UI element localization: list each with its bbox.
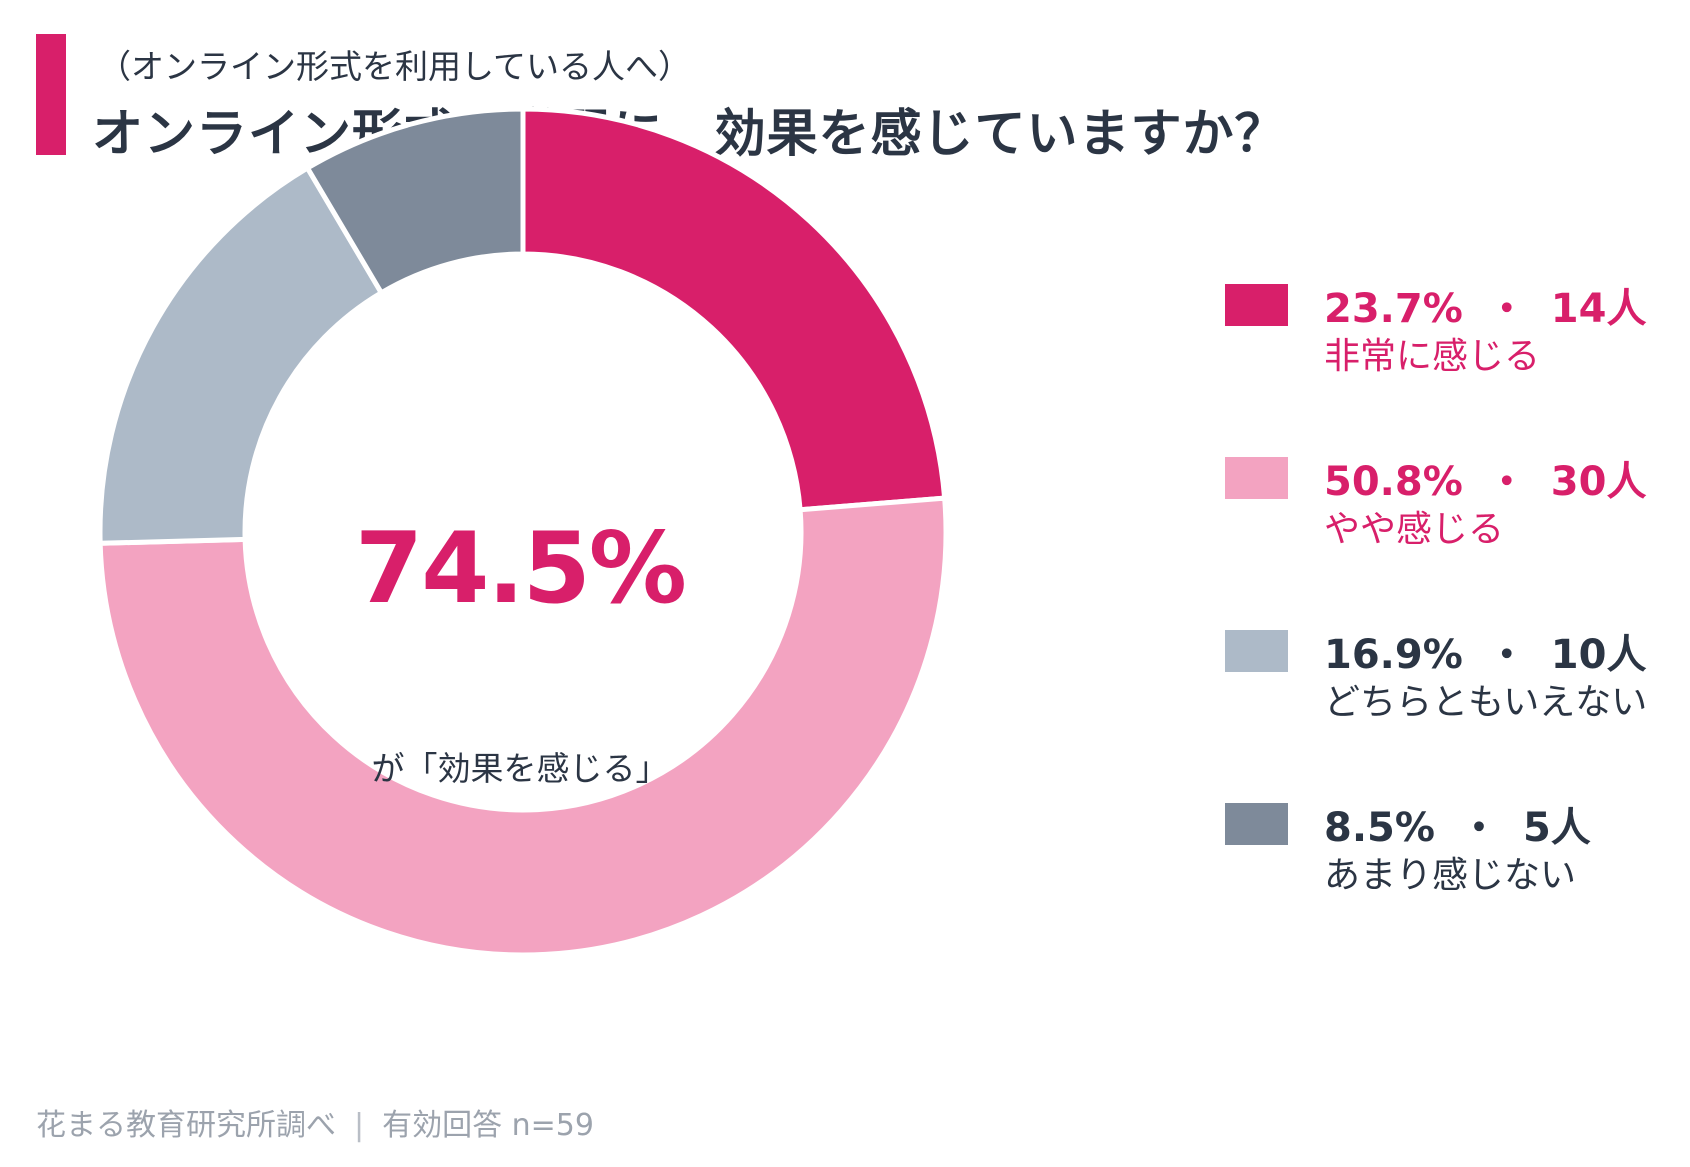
legend-separator: ・ [1486,286,1527,332]
legend-head: 8.5% ・ 5人 [1324,795,1591,853]
legend-percent: 8.5% [1324,805,1435,851]
legend-swatch [1225,284,1288,326]
legend-separator: ・ [1486,632,1527,678]
legend-count: 5人 [1522,805,1591,851]
legend-separator: ・ [1486,459,1527,505]
legend-label: あまり感じない [1324,855,1577,896]
legend-label: 非常に感じる [1324,336,1541,377]
legend-count: 30人 [1550,459,1647,505]
legend-percent: 23.7% [1324,286,1463,332]
legend-percent: 50.8% [1324,459,1463,505]
donut-slice-4 [304,106,526,297]
donut-slice-1 [520,106,948,513]
footer-note: 花まる教育研究所調べ | 有効回答 n=59 [36,1100,594,1144]
legend-head: 50.8% ・ 30人 [1324,449,1646,507]
title-accent-bar [36,34,66,155]
sample-size-text: 有効回答 n=59 [382,1108,594,1143]
legend-head: 16.9% ・ 10人 [1324,622,1646,680]
legend-count: 10人 [1550,632,1647,678]
legend-swatch [1225,803,1288,845]
center-caption: が「効果を感じる」 [371,749,669,788]
footer-divider: | [354,1108,365,1143]
donut-slice-2 [97,495,949,958]
legend-swatch [1225,630,1288,672]
chart-subtitle: （オンライン形式を利用している人へ） [98,47,692,86]
legend-percent: 16.9% [1324,632,1463,678]
source-text: 花まる教育研究所調べ [36,1108,336,1143]
legend-separator: ・ [1458,805,1499,851]
donut-slice-3 [97,164,385,546]
legend-count: 14人 [1550,286,1647,332]
legend-label: どちらともいえない [1324,682,1648,723]
legend-swatch [1225,457,1288,499]
center-total-percent: 74.5% [355,512,687,626]
legend-label: やや感じる [1324,509,1505,550]
legend-head: 23.7% ・ 14人 [1324,276,1646,334]
